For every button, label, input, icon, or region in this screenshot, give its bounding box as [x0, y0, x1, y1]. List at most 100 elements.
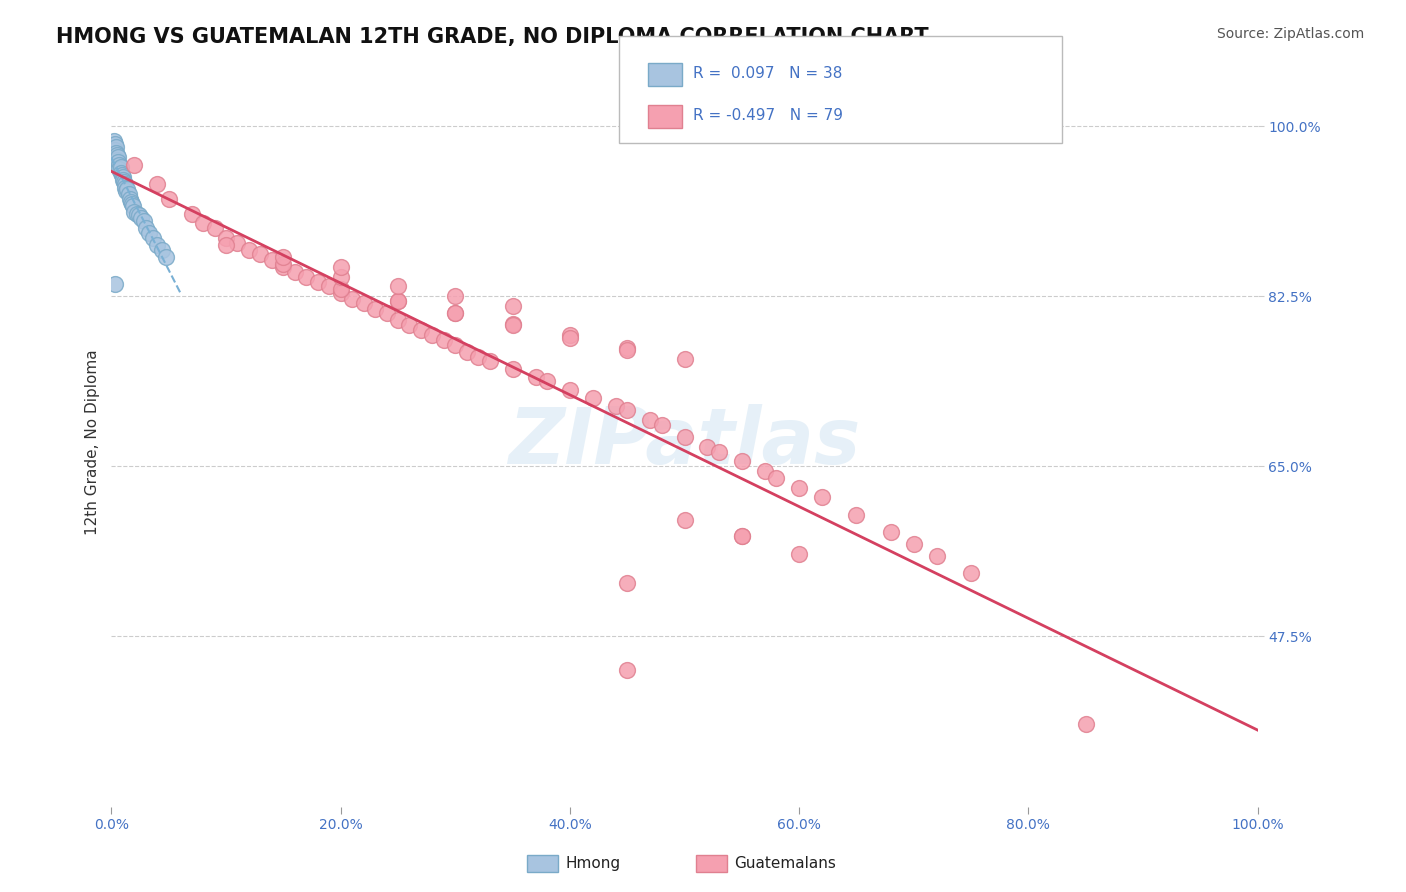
Point — [616, 576, 638, 591]
Text: R = -0.497   N = 79: R = -0.497 N = 79 — [693, 108, 844, 123]
Point — [226, 235, 249, 250]
Point — [105, 153, 128, 167]
Point — [558, 384, 581, 398]
Point — [104, 144, 127, 158]
Point — [284, 265, 307, 279]
Point — [105, 148, 128, 162]
Point — [673, 352, 696, 367]
Point — [142, 231, 165, 245]
Point — [387, 313, 409, 327]
Point — [605, 399, 627, 413]
Point — [811, 491, 834, 505]
Point — [112, 176, 135, 190]
Point — [273, 260, 295, 274]
Point — [582, 391, 605, 405]
Point — [925, 549, 948, 563]
Point — [117, 182, 139, 196]
Point — [111, 173, 134, 187]
Point — [105, 146, 128, 161]
Point — [502, 299, 524, 313]
Point — [329, 282, 352, 296]
Point — [960, 566, 983, 581]
Point — [444, 289, 467, 303]
Y-axis label: 12th Grade, No Diploma: 12th Grade, No Diploma — [86, 349, 100, 535]
Point — [215, 231, 238, 245]
Point — [673, 430, 696, 444]
Point — [558, 328, 581, 343]
Point — [155, 250, 177, 264]
Point — [524, 370, 547, 384]
Point — [146, 178, 169, 192]
Point — [118, 192, 141, 206]
Point — [696, 440, 718, 454]
Point — [150, 244, 173, 258]
Point — [114, 181, 136, 195]
Point — [467, 351, 489, 365]
Point — [398, 318, 420, 333]
Point — [215, 237, 238, 252]
Text: Guatemalans: Guatemalans — [734, 856, 835, 871]
Point — [502, 318, 524, 332]
Point — [104, 277, 127, 291]
Point — [107, 150, 129, 164]
Text: ZIPatlas: ZIPatlas — [509, 404, 860, 480]
Point — [616, 341, 638, 355]
Point — [387, 293, 409, 308]
Text: HMONG VS GUATEMALAN 12TH GRADE, NO DIPLOMA CORRELATION CHART: HMONG VS GUATEMALAN 12TH GRADE, NO DIPLO… — [56, 27, 929, 46]
Point — [117, 187, 139, 202]
Point — [456, 344, 478, 359]
Point — [673, 513, 696, 527]
Point — [616, 343, 638, 357]
Point — [409, 323, 432, 337]
Point — [121, 197, 143, 211]
Point — [295, 269, 318, 284]
Point — [204, 221, 226, 235]
Point — [318, 279, 340, 293]
Point — [787, 547, 810, 561]
Point — [273, 250, 295, 264]
Point — [157, 192, 180, 206]
Text: Hmong: Hmong — [565, 856, 620, 871]
Point — [478, 354, 501, 368]
Point — [387, 293, 409, 308]
Point — [273, 257, 295, 271]
Point — [128, 209, 150, 223]
Point — [444, 306, 467, 320]
Point — [651, 418, 673, 433]
Point — [110, 166, 132, 180]
Point — [616, 664, 638, 678]
Point — [502, 362, 524, 376]
Text: R =  0.097   N = 38: R = 0.097 N = 38 — [693, 66, 842, 81]
Point — [114, 178, 136, 192]
Point — [115, 184, 138, 198]
Point — [616, 403, 638, 417]
Point — [422, 328, 444, 343]
Point — [387, 279, 409, 293]
Point — [125, 206, 148, 220]
Point — [135, 221, 157, 235]
Point — [111, 168, 134, 182]
Point — [329, 269, 352, 284]
Point — [132, 214, 155, 228]
Point — [129, 211, 152, 226]
Point — [558, 331, 581, 345]
Point — [353, 296, 375, 310]
Point — [124, 158, 146, 172]
Point — [375, 306, 398, 320]
Point — [765, 471, 787, 485]
Point — [731, 529, 754, 543]
Point — [903, 537, 925, 551]
Point — [638, 412, 661, 426]
Point — [845, 508, 868, 522]
Point — [180, 206, 202, 220]
Point — [731, 529, 754, 543]
Point — [329, 286, 352, 301]
Point — [340, 292, 363, 306]
Point — [329, 260, 352, 274]
Point — [120, 194, 142, 209]
Point — [138, 226, 160, 240]
Point — [444, 338, 467, 352]
Point — [104, 136, 127, 151]
Point — [108, 158, 131, 172]
Point — [307, 275, 329, 289]
